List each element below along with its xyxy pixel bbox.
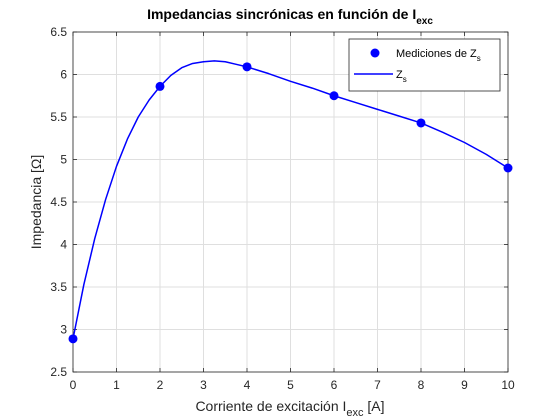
y-tick-label: 3.5: [50, 280, 67, 294]
legend-box: [348, 38, 501, 92]
legend-label-mediciones: Mediciones de Zs: [396, 48, 481, 63]
data-point-medicion: [503, 163, 513, 173]
y-tick-label: 3: [60, 323, 67, 337]
legend-marker-mediciones: [370, 48, 380, 58]
legend-label-zs: Zs: [396, 69, 407, 84]
x-tick-label: 9: [461, 378, 468, 392]
x-tick-label: 2: [157, 378, 164, 392]
data-point-medicion: [416, 118, 426, 128]
x-tick-label: 6: [331, 378, 338, 392]
y-tick-label: 4: [60, 238, 67, 252]
y-tick-label: 5.5: [50, 110, 67, 124]
x-tick-label: 7: [374, 378, 381, 392]
y-tick-label: 6: [60, 68, 67, 82]
series-line-zs: [72, 60, 509, 339]
y-tick-label: 2.5: [50, 365, 67, 379]
ticks: 0 1 2 3 4 5 6 7 8 9 10 2.5 3 3.5 4 4.5 5 5.5 6 6.5: [50, 25, 515, 392]
legend: Mediciones de Zs Zs: [348, 38, 501, 92]
data-point-medicion: [329, 91, 339, 101]
x-tick-label: 10: [501, 378, 515, 392]
series-layer: [68, 60, 513, 344]
data-point-medicion: [155, 81, 165, 91]
chart-title: Impedancias sincrónicas en función de Ie…: [147, 6, 433, 27]
x-tick-label: 0: [70, 378, 77, 392]
y-axis-label: Impedancia [Ω]: [28, 155, 44, 250]
x-tick-label: 4: [244, 378, 251, 392]
y-tick-label: 4.5: [50, 195, 67, 209]
y-tick-label: 6.5: [50, 25, 67, 39]
y-tick-label: 5: [60, 153, 67, 167]
x-axis-label: Corriente de excitación Iexc [A]: [195, 398, 384, 419]
x-tick-label: 1: [113, 378, 120, 392]
x-tick-label: 8: [418, 378, 425, 392]
data-point-medicion: [242, 62, 252, 72]
data-point-medicion: [68, 334, 78, 344]
x-tick-label: 3: [200, 378, 207, 392]
x-tick-label: 5: [287, 378, 294, 392]
